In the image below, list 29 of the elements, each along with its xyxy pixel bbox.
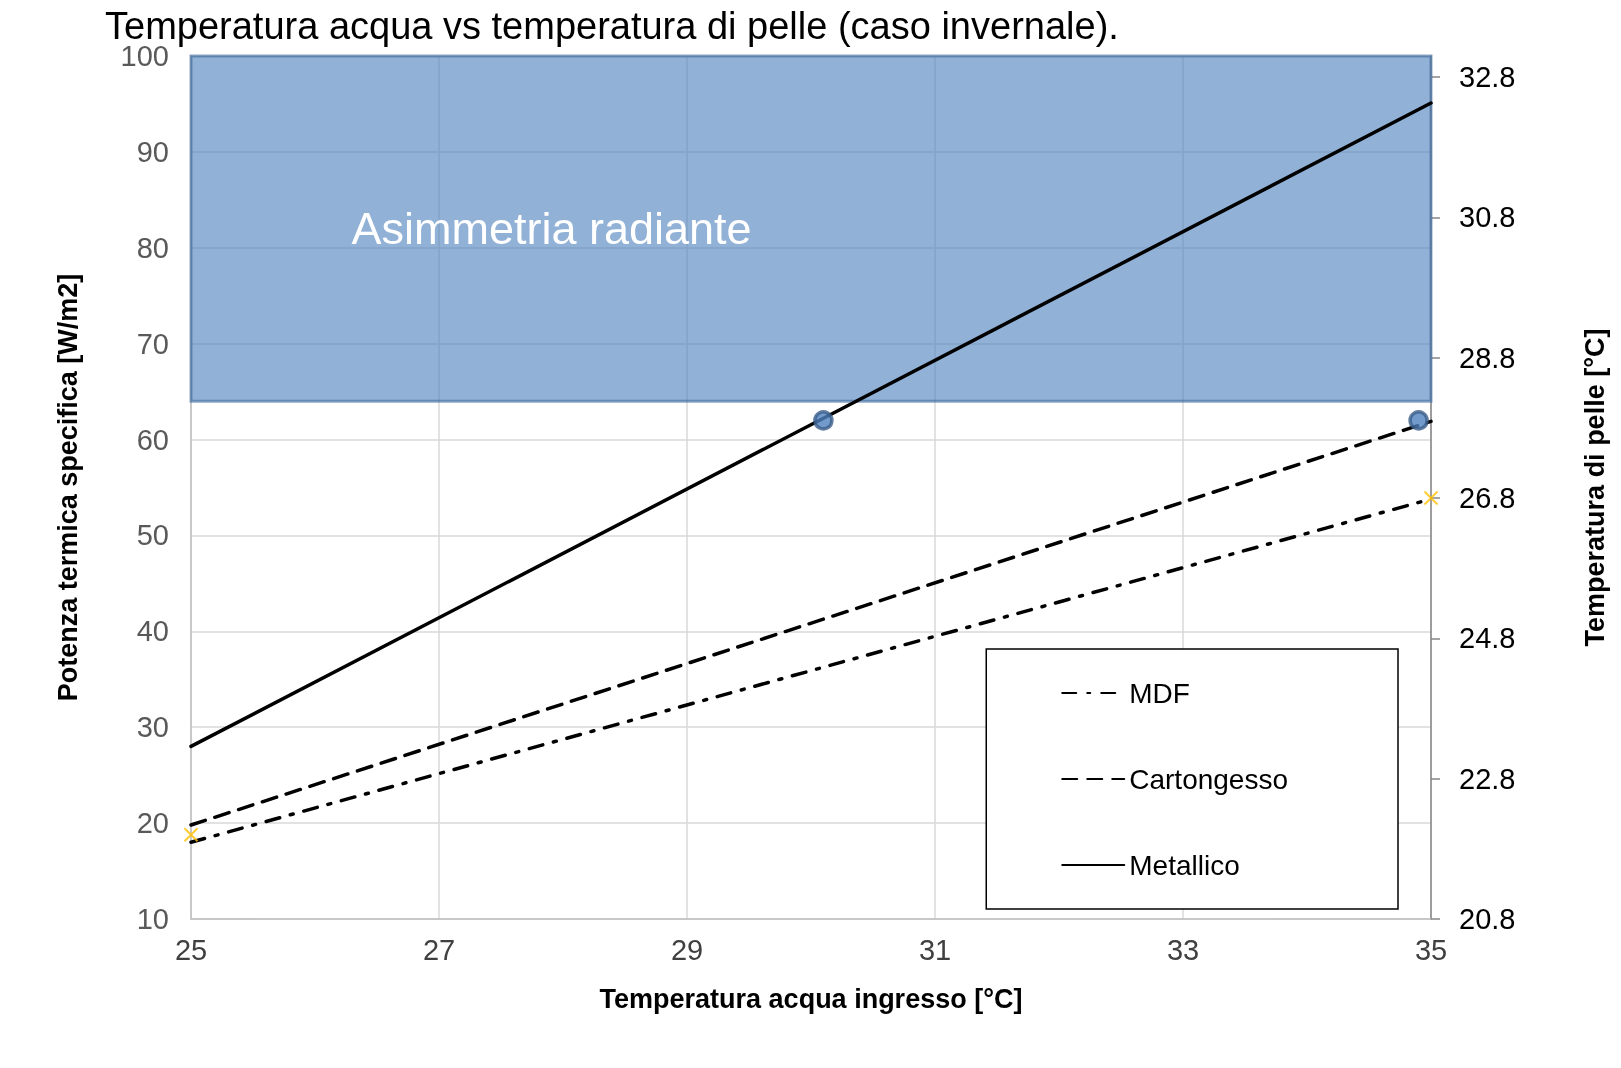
x-tick-label: 27 — [422, 933, 456, 966]
y-tick-label: 60 — [136, 423, 169, 456]
y2-tick-label: 20.8 — [1459, 903, 1516, 935]
y-tick-label: 70 — [136, 327, 169, 360]
y2-axis-title: Temperatura di pelle [°C] — [1579, 328, 1610, 647]
y-tick-label: 50 — [136, 519, 169, 552]
legend-label: MDF — [1129, 677, 1190, 709]
band-label: Asimmetria radiante — [351, 203, 752, 255]
y-tick-label: 30 — [136, 711, 169, 744]
y-tick-label: 90 — [136, 135, 169, 168]
x-tick-label: 31 — [918, 933, 952, 966]
x-tick-label: 29 — [670, 933, 704, 966]
y-axis-title: Potenza termica specifica [W/m2] — [52, 273, 83, 702]
x-axis-title: Temperatura acqua ingresso [°C] — [599, 983, 1023, 1014]
y-tick-label: 20 — [136, 807, 169, 840]
y2-tick-label: 28.8 — [1459, 341, 1516, 374]
legend-label: Metallico — [1129, 849, 1240, 881]
y2-tick-label: 26.8 — [1459, 482, 1516, 515]
legend-label: Cartongesso — [1129, 763, 1289, 795]
x-tick-label: 33 — [1166, 933, 1200, 966]
y-tick-label: 10 — [136, 903, 169, 935]
x-tick-label: 25 — [174, 933, 208, 966]
y2-tick-label: 22.8 — [1459, 762, 1516, 795]
y2-tick-label: 30.8 — [1459, 201, 1516, 234]
y-tick-label: 80 — [136, 231, 169, 264]
y-tick-label: 40 — [136, 615, 169, 648]
y2-tick-label: 32.8 — [1459, 61, 1516, 94]
x-tick-label: 35 — [1414, 933, 1448, 966]
y2-tick-label: 24.8 — [1459, 622, 1516, 655]
